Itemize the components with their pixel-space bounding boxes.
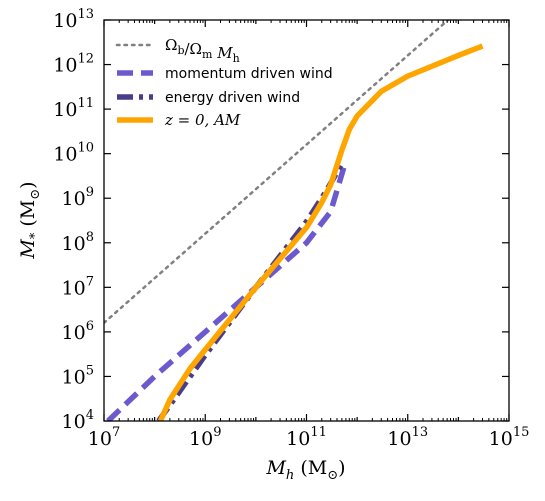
x-tick-label: 1013 (387, 425, 428, 450)
y-tick-label: 1010 (53, 141, 94, 166)
series-line-1 (106, 159, 349, 421)
y-tick-label: 109 (62, 185, 94, 210)
axis-ticks (103, 19, 510, 422)
y-tick-label: 1011 (53, 96, 94, 121)
y-tick-label: 106 (62, 319, 94, 344)
plot-lines (104, 20, 484, 421)
y-tick-label: 105 (62, 363, 94, 388)
tick-labels: 107 109 1011 1013 1015 104 105 106 107 108 109 1010… (53, 7, 529, 450)
y-tick-label: 107 (62, 274, 94, 299)
x-axis-title: Mh (M⊙) (265, 457, 345, 483)
y-tick-label: 108 (62, 230, 94, 255)
legend-label-0: Ωb/Ωm Mh (165, 36, 240, 65)
series-line-0 (104, 20, 450, 325)
legend-label-1: momentum driven wind (165, 66, 333, 82)
x-tick-label: 109 (189, 425, 221, 450)
legend-label-3: z = 0, AM (164, 111, 241, 129)
legend-label-2: energy driven wind (165, 90, 300, 106)
x-tick-label: 1011 (286, 425, 327, 450)
y-tick-label: 1012 (53, 52, 94, 77)
y-tick-label: 104 (62, 408, 94, 433)
x-tick-label: 1015 (489, 425, 530, 450)
y-tick-label: 1013 (53, 7, 94, 32)
x-tick-label: 107 (88, 425, 120, 450)
series-line-3 (157, 43, 484, 421)
y-axis-title: M* (M⊙) (17, 181, 43, 259)
